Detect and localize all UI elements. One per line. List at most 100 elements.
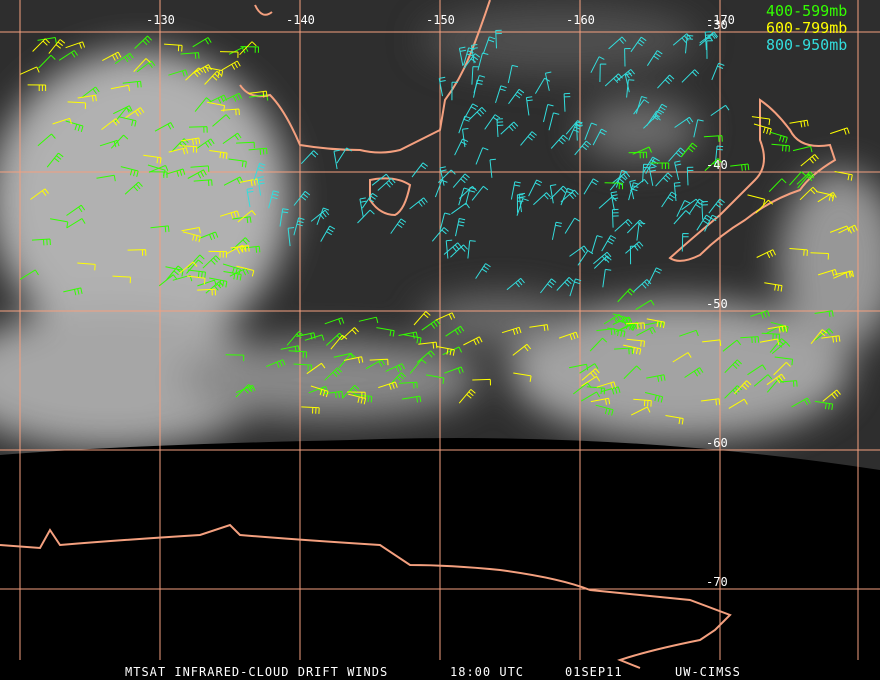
wind-barb [458,115,471,134]
wind-barb [293,190,311,206]
wind-barb [452,173,470,188]
wind-barb [615,322,636,333]
wind-barb [728,398,748,409]
wind-barb [219,51,239,58]
wind-barb [528,179,543,197]
wind-barb [601,235,617,252]
wind-barb [540,278,557,294]
product-name: MTSAT INFRARED-CLOUD DRIFT WINDS [125,665,388,679]
wind-barb [507,64,519,84]
wind-barb [202,255,221,269]
wind-barb [473,79,484,98]
wind-barb [463,47,475,66]
wind-barb [533,192,551,206]
wind-barb [462,128,469,148]
wind-barb [513,372,532,382]
wind-barb [127,249,147,256]
wind-barb [171,138,189,152]
wind-barb [768,178,787,192]
wind-barb [508,88,525,105]
wind-barb [703,135,723,142]
legend-entry: 400-599mb [766,2,847,20]
wind-barb [580,391,601,402]
wind-barb [590,56,605,73]
wind-barb [178,145,198,153]
wind-barb [699,33,718,46]
wind-barb [815,191,835,202]
wind-barb [240,46,259,53]
wind-barb [179,261,198,274]
wind-barb [365,359,386,370]
wind-barb [306,362,326,375]
wind-barb [324,317,345,325]
wind-barb [99,139,120,148]
wind-barb [789,171,807,186]
wind-barb [164,43,183,52]
wind-barb [418,341,438,349]
legend-entry: 800-950mb [766,36,847,54]
wind-barb [584,122,598,140]
wind-barb [168,69,188,77]
wind-barb [279,208,289,227]
wind-barb [266,359,286,368]
wind-barb [293,217,305,236]
date: 01SEP11 [565,665,623,679]
wind-barb [593,255,612,269]
wind-barb [236,265,255,277]
wind-barb [635,299,655,311]
wind-barb [626,322,645,330]
wind-barb [525,96,533,116]
wind-barb [704,158,723,172]
wind-barb [563,92,571,112]
wind-barb [834,171,853,181]
wind-barb [603,313,623,325]
wind-barb [182,231,201,243]
wind-barb [676,200,691,217]
wind-barb [674,160,682,180]
wind-barb [560,189,579,203]
wind-barb [821,335,841,343]
wind-barb [376,327,395,337]
wind-barb [148,164,169,173]
wind-barb [124,181,143,195]
wind-barb [458,46,467,66]
wind-barb [143,154,162,164]
wind-barb [655,172,673,187]
wind-barb [120,166,139,178]
wind-barb [626,79,635,98]
wind-barb [444,366,464,374]
wind-barb [52,117,72,125]
wind-barb [647,267,662,285]
wind-barb [646,50,663,66]
wind-barb [208,250,227,258]
wind-barb [626,338,645,347]
wind-barb [80,86,100,99]
wind-barb [604,73,623,87]
wind-barb [648,166,656,186]
wind-barb [371,173,391,186]
wind-barb [796,171,815,185]
wind-barb [596,381,617,389]
wind-barb [192,37,212,48]
source: UW-CIMSS [675,665,741,679]
wind-barb [774,356,794,366]
wind-barb [187,169,207,179]
wind-barb [421,319,441,331]
wind-barb [46,152,64,168]
wind-barb [246,187,254,208]
wind-barb [830,127,850,135]
wind-barb [633,398,652,407]
wind-barb [409,197,428,210]
latitude-label: -70 [706,575,728,589]
wind-barb [496,118,504,138]
wind-barb [398,381,418,389]
wind-barb [577,250,594,266]
wind-barb [722,339,742,352]
longitude-label: -150 [426,13,455,27]
wind-barb [38,54,56,69]
wind-barb [66,204,86,216]
wind-barb [20,66,40,75]
wind-barb [604,182,624,190]
wind-barb [673,182,681,202]
